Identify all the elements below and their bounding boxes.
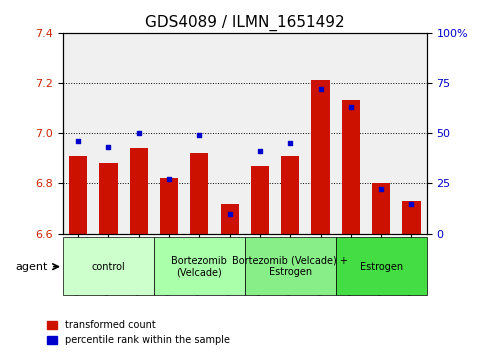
Bar xyxy=(251,166,269,234)
Bar xyxy=(129,148,148,234)
Bar xyxy=(312,80,330,234)
Point xyxy=(256,148,264,154)
Point xyxy=(74,138,82,144)
Text: Estrogen: Estrogen xyxy=(360,262,403,272)
Bar xyxy=(160,178,178,234)
FancyBboxPatch shape xyxy=(63,237,154,295)
Bar xyxy=(69,156,87,234)
Bar xyxy=(342,101,360,234)
Text: agent: agent xyxy=(15,262,48,272)
Bar xyxy=(402,201,421,234)
Point xyxy=(104,144,112,150)
Point xyxy=(377,187,385,192)
Point xyxy=(165,177,173,182)
Text: control: control xyxy=(92,262,125,272)
Point xyxy=(408,201,415,206)
Bar xyxy=(281,156,299,234)
FancyBboxPatch shape xyxy=(336,237,426,295)
Bar xyxy=(190,153,209,234)
Point xyxy=(286,140,294,146)
Point xyxy=(196,132,203,138)
Point xyxy=(135,130,142,136)
Text: Bortezomib
(Velcade): Bortezomib (Velcade) xyxy=(171,256,227,278)
Point xyxy=(347,104,355,110)
FancyBboxPatch shape xyxy=(245,237,336,295)
Legend: transformed count, percentile rank within the sample: transformed count, percentile rank withi… xyxy=(43,316,234,349)
Point xyxy=(226,211,233,216)
Text: Bortezomib (Velcade) +
Estrogen: Bortezomib (Velcade) + Estrogen xyxy=(232,256,348,278)
Title: GDS4089 / ILMN_1651492: GDS4089 / ILMN_1651492 xyxy=(145,15,345,31)
FancyBboxPatch shape xyxy=(154,237,245,295)
Point xyxy=(317,86,325,92)
Bar xyxy=(221,204,239,234)
Bar xyxy=(372,183,390,234)
Bar xyxy=(99,163,117,234)
